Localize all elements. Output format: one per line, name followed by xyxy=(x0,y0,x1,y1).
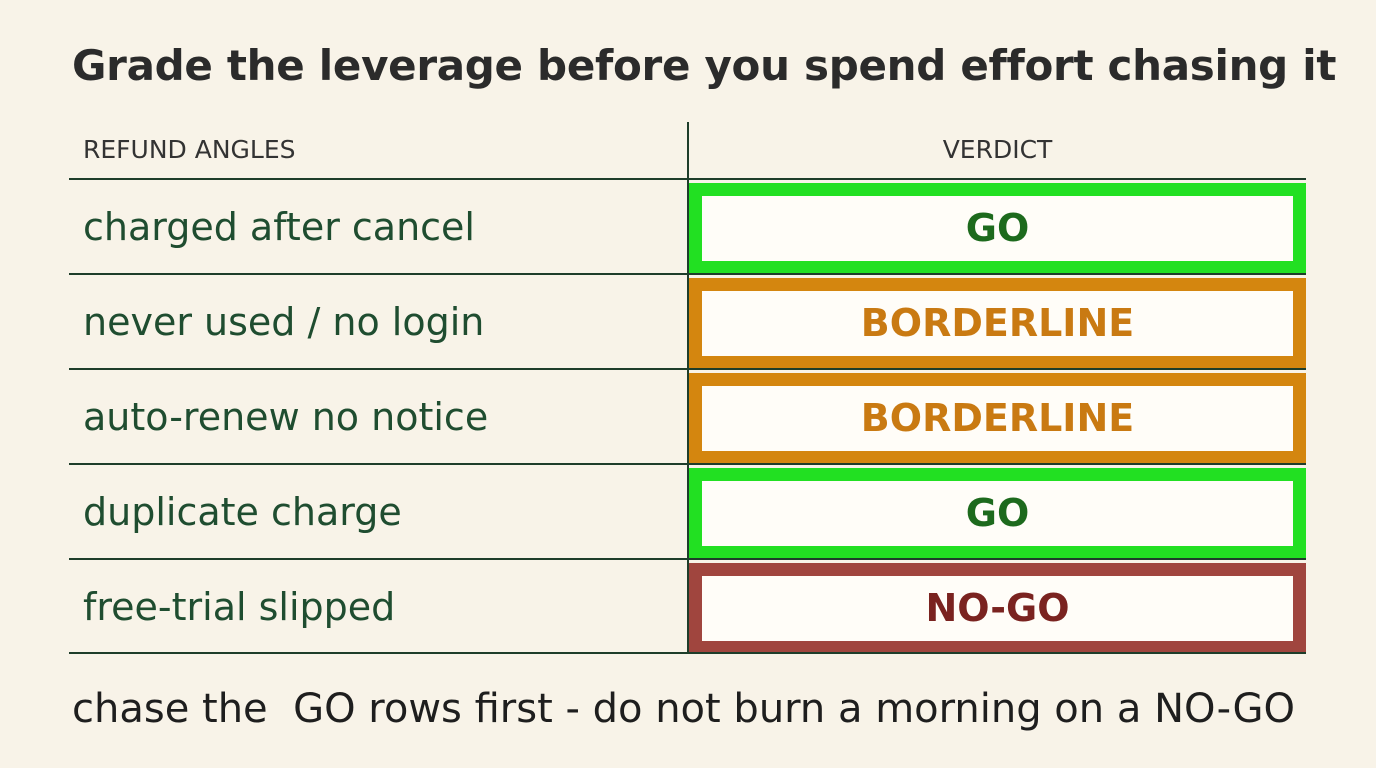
verdict-badge-borderline: BORDERLINE xyxy=(689,278,1306,369)
refund-angle-label: never used / no login xyxy=(83,300,485,344)
footer-note: chase the GO rows first - do not burn a … xyxy=(72,686,1295,732)
table-row-never-used: never used / no login BORDERLINE xyxy=(69,275,1306,370)
row-divider xyxy=(69,368,1306,370)
row-divider xyxy=(69,273,1306,275)
refund-angle-label: free-trial slipped xyxy=(83,585,396,629)
verdict-badge-no-go: NO-GO xyxy=(689,563,1306,654)
verdict-badge-borderline: BORDERLINE xyxy=(689,373,1306,464)
column-header-refund-angles: REFUND ANGLES xyxy=(83,135,296,164)
table-row-charged-after-cancel: charged after cancel GO xyxy=(69,180,1306,275)
row-divider xyxy=(69,463,1306,465)
column-divider xyxy=(687,122,689,654)
verdict-table: REFUND ANGLES VERDICT charged after canc… xyxy=(69,122,1306,654)
column-header-verdict: VERDICT xyxy=(942,135,1053,164)
table-row-free-trial-slipped: free-trial slipped NO-GO xyxy=(69,560,1306,655)
table-row-duplicate-charge: duplicate charge GO xyxy=(69,465,1306,560)
refund-angle-label: auto-renew no notice xyxy=(83,395,489,439)
refund-angle-label: duplicate charge xyxy=(83,490,402,534)
row-divider xyxy=(69,558,1306,560)
verdict-badge-go: GO xyxy=(689,468,1306,559)
page-title: Grade the leverage before you spend effo… xyxy=(72,41,1337,90)
table-row-auto-renew: auto-renew no notice BORDERLINE xyxy=(69,370,1306,465)
table-bottom-border xyxy=(69,652,1306,654)
refund-angle-label: charged after cancel xyxy=(83,205,475,249)
verdict-badge-go: GO xyxy=(689,183,1306,274)
header-divider xyxy=(69,178,1306,180)
